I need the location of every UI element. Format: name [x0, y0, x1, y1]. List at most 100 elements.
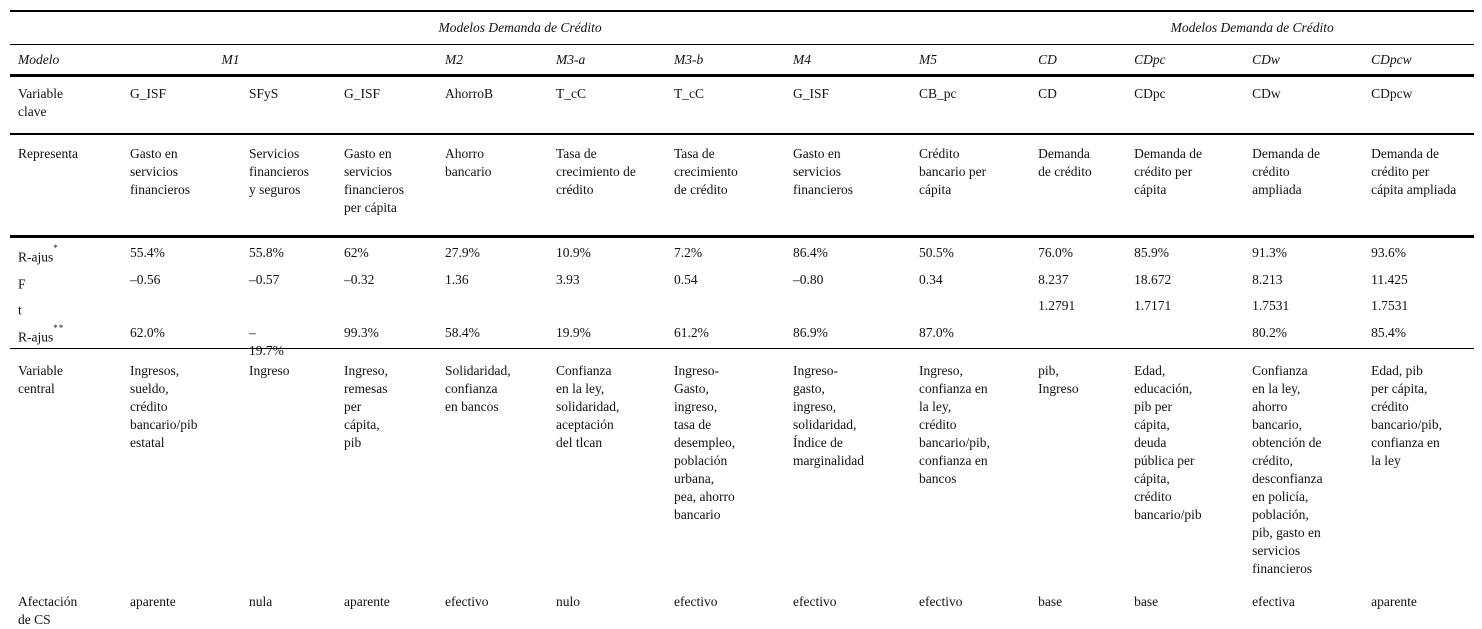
column-header-cdpc: CDpc [1126, 44, 1245, 77]
cell: 19.9% [548, 321, 666, 349]
cell: 50.5% [919, 245, 954, 260]
cell: T_cC [666, 75, 785, 135]
cell: 7.2% [674, 245, 703, 260]
cell: AhorroB [437, 75, 548, 135]
table-row-f: F –0.56 –0.57 –0.32 1.36 3.93 0.54 –0.80… [10, 269, 1474, 296]
cell: Confianza en la ley, ahorro bancario, ob… [1252, 363, 1323, 576]
cell: 27.9% [445, 245, 480, 260]
column-header-m2: M2 [437, 44, 548, 77]
cell [666, 295, 785, 322]
cell: G_ISF [785, 75, 911, 135]
cell: Solidaridad, confianza en bancos [445, 363, 511, 414]
cell: 3.93 [556, 271, 580, 287]
group-title-left: Modelos Demanda de Crédito [10, 10, 1031, 45]
cell: Ingreso [249, 363, 290, 378]
cell: 1.7531 [1252, 298, 1290, 313]
cell: nulo [548, 582, 666, 629]
cell: –0.56 [130, 271, 161, 287]
row-label: R-ajus* [18, 243, 59, 265]
cell: Ingreso, remesas per cápita, pib [344, 363, 388, 450]
row-label: t [18, 302, 22, 318]
cell: pib, Ingreso [1038, 363, 1079, 396]
cell: CDpcw [1363, 75, 1475, 135]
cell: 18.672 [1134, 271, 1172, 287]
cell: CB_pc [911, 75, 1031, 135]
asterisk: * [53, 243, 59, 253]
table-row-variable-clave: Variable clave G_ISF SFyS G_ISF AhorroB … [10, 75, 1475, 135]
cell: CDw [1244, 75, 1364, 135]
cell [785, 295, 911, 322]
cell: 58.4% [437, 321, 548, 349]
cell: 99.3% [336, 321, 437, 349]
cell: efectivo [666, 582, 785, 629]
cell: T_cC [548, 75, 666, 135]
cell [1030, 321, 1127, 349]
column-header-m5: M5 [911, 44, 1031, 77]
cell: – 19.7% [241, 321, 336, 358]
cell [911, 295, 1030, 322]
cell: 86.4% [793, 245, 828, 260]
cell [1126, 321, 1245, 349]
cell: Tasa de crecimiento de crédito [548, 134, 666, 238]
cell: 93.6% [1371, 245, 1406, 260]
column-header-m3b: M3-b [666, 44, 785, 77]
table-row-representa: Representa Gasto en servicios financiero… [10, 134, 1475, 238]
cell: 76.0% [1038, 245, 1073, 260]
cell: CD [1030, 75, 1127, 135]
cell: efectivo [785, 582, 911, 629]
cell: 61.2% [666, 321, 785, 349]
column-header-cdpcw: CDpcw [1363, 44, 1475, 77]
table-row-r-ajus: R-ajus* 55.4% 55.8% 62% 27.9% 10.9% 7.2%… [10, 237, 1474, 269]
cell: 55.4% [130, 245, 165, 260]
cell: nula [241, 582, 336, 629]
row-label: Afectación de CS [10, 582, 122, 629]
cell: –0.57 [249, 271, 280, 287]
cell: 0.34 [919, 271, 943, 287]
column-header-cd: CD [1030, 44, 1127, 77]
cell: –0.80 [793, 271, 824, 287]
cell: Gasto en servicios financieros [122, 134, 241, 238]
row-label-modelo: Modelo [10, 44, 122, 77]
cell: 85.9% [1134, 245, 1169, 260]
table-row-t: t 1.2791 1.7171 1.7531 1.7531 [10, 295, 1474, 322]
cell [336, 295, 437, 322]
cell: Confianza en la ley, solidaridad, acepta… [556, 363, 620, 450]
row-label: Variable clave [10, 75, 122, 135]
column-header-m3a: M3-a [548, 44, 666, 77]
cell [122, 295, 241, 322]
cell: 55.8% [249, 245, 284, 260]
cell: aparente [336, 582, 437, 629]
cell: 1.36 [445, 271, 469, 287]
row-label: F [18, 276, 26, 291]
cell: 62% [344, 245, 369, 260]
cell: base [1030, 582, 1127, 629]
cell: 11.425 [1371, 271, 1408, 287]
cell: efectiva [1244, 582, 1364, 629]
cell: aparente [1363, 582, 1475, 629]
cell: Crédito bancario per cápita [911, 134, 1031, 238]
column-header-m4: M4 [785, 44, 911, 77]
asterisk: ** [53, 322, 65, 333]
group-title-row: Modelos Demanda de Crédito Modelos Deman… [10, 10, 1475, 45]
cell: Ingresos, sueldo, crédito bancario/pib e… [130, 363, 198, 450]
cell [548, 295, 666, 322]
cell: 1.7531 [1371, 298, 1409, 313]
cell: Demanda de crédito per cápita ampliada [1363, 134, 1475, 238]
table-row-r-ajus-2: R-ajus** 62.0% – 19.7% 99.3% 58.4% 19.9%… [10, 321, 1475, 358]
cell: efectivo [437, 582, 548, 629]
cell: Servicios financieros y seguros [241, 134, 336, 238]
cell: base [1126, 582, 1245, 629]
cell: 80.2% [1244, 321, 1364, 349]
cell: 0.54 [674, 271, 698, 287]
credit-models-table: Modelos Demanda de Crédito Modelos Deman… [10, 10, 1475, 629]
column-header-blank [336, 44, 437, 77]
cell: 8.213 [1252, 271, 1283, 287]
cell: Edad, educación, pib per cápita, deuda p… [1134, 363, 1202, 522]
row-label: Representa [10, 134, 122, 238]
column-header-cdw: CDw [1244, 44, 1364, 77]
cell: Ingreso, confianza en la ley, crédito ba… [919, 363, 990, 486]
cell: 87.0% [911, 321, 1031, 349]
cell: G_ISF [336, 75, 437, 135]
cell: CDpc [1126, 75, 1245, 135]
